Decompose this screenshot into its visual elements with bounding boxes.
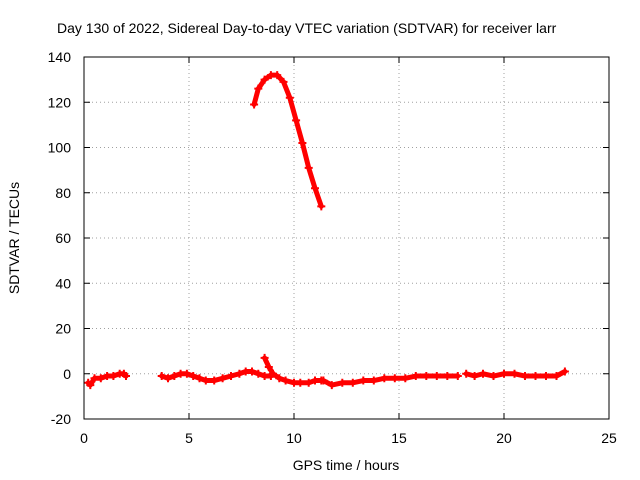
y-tick-label: 140 (48, 49, 72, 65)
data-point-marker (281, 376, 290, 385)
data-point-marker (273, 71, 282, 80)
y-tick-label: -20 (51, 411, 71, 427)
x-tick-label: 25 (601, 430, 617, 446)
data-point-marker (552, 372, 561, 381)
data-point-marker (317, 202, 326, 211)
data-point-marker (380, 374, 389, 383)
data-point-marker (390, 374, 399, 383)
x-tick-label: 5 (185, 430, 193, 446)
data-point-marker (86, 381, 95, 390)
y-tick-labels: -20 0 20 40 60 80 100 120 140 (48, 49, 72, 427)
data-point-marker (411, 372, 420, 381)
y-tick-label: 20 (55, 321, 71, 337)
data-point-marker (210, 376, 219, 385)
y-tick-label: 0 (63, 366, 71, 382)
data-point-marker (122, 372, 130, 381)
data-point-marker (170, 372, 179, 381)
data-point-marker (443, 372, 452, 381)
data-point-marker (250, 100, 259, 109)
data-point-marker (304, 163, 313, 172)
plot-frame (83, 56, 610, 420)
data-point-marker (285, 93, 294, 102)
x-tick-label: 20 (496, 430, 512, 446)
data-point-marker (164, 374, 172, 383)
data-point-marker (338, 378, 347, 387)
data-point-marker (248, 367, 256, 376)
data-point-marker (453, 372, 462, 381)
y-tick-label: 80 (55, 185, 71, 201)
data-point-marker (359, 376, 368, 385)
chart-title: Day 130 of 2022, Sidereal Day-to-day VTE… (57, 20, 557, 36)
data-point-marker (422, 372, 431, 381)
data-point-marker (279, 77, 288, 86)
data-point-marker (235, 369, 244, 378)
data-point-marker (319, 376, 328, 385)
data-point-marker (531, 372, 540, 381)
data-point-marker (260, 353, 269, 362)
series-trace (262, 355, 324, 386)
data-point-marker (260, 75, 269, 84)
data-point-marker (275, 374, 284, 383)
data-point-marker (462, 369, 471, 378)
data-point-marker (510, 369, 519, 378)
data-point-marker (369, 376, 378, 385)
data-point-marker (201, 376, 210, 385)
data-point-marker (182, 369, 191, 378)
data-point-marker (109, 372, 118, 381)
data-point-marker (560, 367, 569, 376)
data-point-marker (489, 372, 498, 381)
data-point-marker (218, 374, 227, 383)
y-tick-label: 60 (55, 230, 71, 246)
x-tick-label: 15 (391, 430, 407, 446)
data-point-marker (264, 362, 273, 371)
data-point-marker (521, 372, 529, 381)
y-axis-label: SDTVAR / TECUs (6, 182, 22, 294)
data-point-marker (348, 378, 357, 387)
x-tick-label: 0 (80, 430, 88, 446)
data-point-marker (157, 372, 166, 381)
data-point-marker (479, 369, 487, 378)
data-point-marker (298, 138, 307, 147)
data-point-marker (96, 374, 105, 383)
y-tick-label: 120 (48, 94, 72, 110)
data-point-marker (542, 372, 550, 381)
x-tick-label: 10 (286, 430, 302, 446)
series-trace (251, 72, 324, 209)
data-point-marker (254, 369, 263, 378)
x-axis-label: GPS time / hours (293, 457, 400, 473)
data-point-marker (296, 378, 305, 387)
y-tick-label: 100 (48, 140, 72, 156)
data-point-marker (269, 369, 277, 378)
data-point-marker (292, 116, 301, 125)
grid (84, 57, 609, 419)
data-series (84, 71, 569, 390)
data-point-marker (500, 369, 508, 378)
axis-ticks (83, 56, 610, 420)
data-point-marker (195, 374, 204, 383)
data-point-marker (327, 381, 336, 390)
data-point-marker (254, 84, 263, 93)
data-point-marker (189, 372, 198, 381)
data-point-marker (432, 372, 441, 381)
data-point-marker (304, 378, 313, 387)
data-point-marker (401, 374, 410, 383)
data-point-marker (227, 372, 235, 381)
y-tick-label: 40 (55, 275, 71, 291)
data-point-marker (470, 372, 479, 381)
data-point-marker (311, 184, 319, 193)
x-tick-labels: 0 5 10 15 20 25 (80, 430, 617, 446)
